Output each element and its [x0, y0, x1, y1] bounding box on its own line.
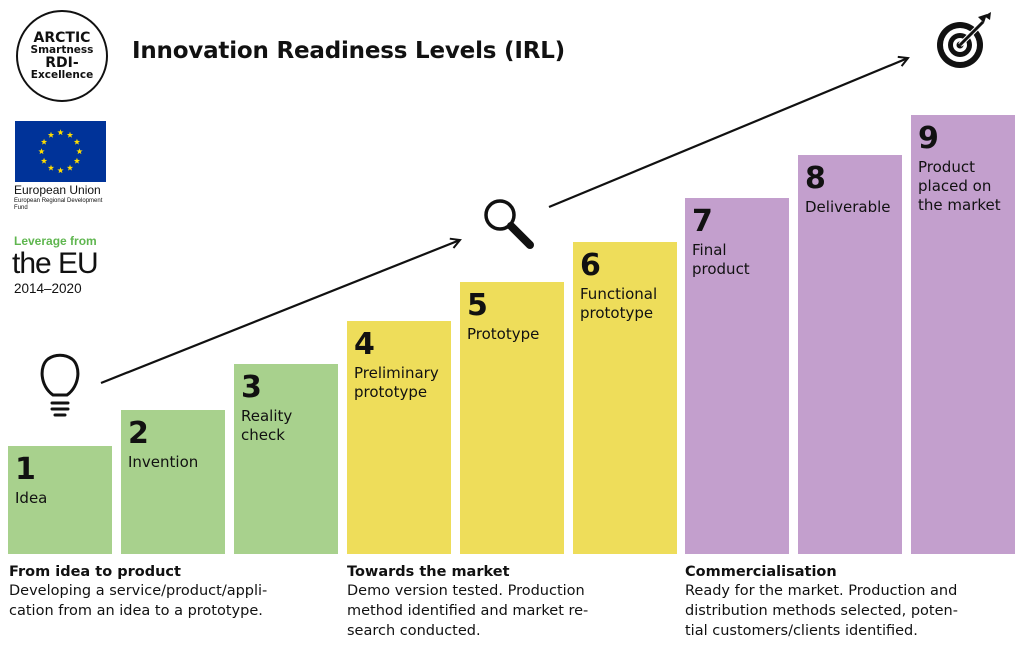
level-number: 6	[580, 248, 601, 283]
irl-level-4: 4 Preliminary prototype	[347, 321, 451, 554]
target-icon	[937, 12, 991, 68]
phase-towards-market: Towards the market Demo version tested. …	[347, 563, 647, 641]
phase-desc-line: distribution methods selected, poten-	[685, 603, 958, 619]
eu-star-icon	[66, 131, 74, 138]
logo-line: ARCTIC	[33, 30, 91, 47]
level-label: prototype	[580, 304, 654, 322]
irl-level-7: 7 Final product	[685, 198, 789, 554]
level-label: Prototype	[467, 325, 540, 343]
level-label: the market	[918, 196, 1001, 214]
eu-star-icon	[47, 164, 55, 171]
level-number: 7	[692, 204, 713, 239]
phase-title: Commercialisation	[685, 564, 837, 580]
eu-star-icon	[73, 138, 81, 145]
irl-level-8: 8 Deliverable	[798, 155, 902, 554]
eu-star-icon	[73, 157, 81, 164]
irl-level-1: 1 Idea	[8, 446, 112, 554]
eu-star-icon	[66, 164, 74, 171]
level-label: placed on	[918, 177, 992, 195]
phase-desc-line: Demo version tested. Production	[347, 583, 585, 599]
arctic-logo: ARCTIC Smartness RDI- Excellence	[16, 10, 108, 102]
page-title: Innovation Readiness Levels (IRL)	[132, 38, 565, 64]
eu-fund: European Regional Development Fund	[14, 198, 103, 211]
level-number: 1	[15, 452, 36, 487]
phase-commercialisation: Commercialisation Ready for the market. …	[685, 563, 985, 641]
irl-level-2: 2 Invention	[121, 410, 225, 554]
level-label: Reality	[241, 407, 293, 425]
logo-line: Excellence	[30, 69, 94, 82]
level-label: check	[241, 426, 285, 444]
arrow-stage-2	[548, 58, 908, 209]
eu-stars	[38, 129, 83, 174]
level-label: Invention	[128, 453, 199, 471]
eu-star-icon	[47, 131, 55, 138]
level-label: Functional	[580, 285, 658, 303]
eu-star-icon	[57, 167, 64, 174]
leverage-years: 2014–2020	[14, 281, 82, 296]
magnifier-icon	[484, 199, 534, 249]
irl-level-3: 3 Reality check	[234, 364, 338, 554]
leverage-label: Leverage from	[14, 234, 97, 248]
irl-level-6: 6 Functional prototype	[573, 242, 677, 554]
eu-star-icon	[40, 138, 48, 145]
phase-from-idea: From idea to product Developing a servic…	[9, 563, 309, 621]
level-label: Deliverable	[805, 198, 891, 216]
level-number: 2	[128, 416, 149, 451]
level-label: prototype	[354, 383, 428, 401]
eu-star-icon	[38, 148, 45, 155]
level-number: 5	[467, 288, 488, 323]
level-label: product	[692, 260, 750, 278]
level-number: 8	[805, 161, 826, 196]
level-label: Preliminary	[354, 364, 439, 382]
eu-flag-icon	[15, 121, 106, 182]
phase-desc-line: cation from an idea to a prototype.	[9, 603, 263, 619]
phase-desc-line: Ready for the market. Production and	[685, 583, 958, 599]
eu-name: European Union	[14, 183, 101, 197]
eu-star-icon	[76, 148, 83, 155]
lightbulb-icon	[40, 353, 80, 417]
logo-line: RDI-	[45, 55, 79, 71]
level-number: 9	[918, 121, 939, 156]
phase-desc-line: tial customers/clients identified.	[685, 623, 918, 639]
phase-title: From idea to product	[9, 564, 181, 580]
leverage-the-eu: the EU	[12, 247, 99, 280]
phase-desc-line: Developing a service/product/appli-	[9, 583, 268, 599]
phase-desc-line: method identified and market re-	[347, 603, 589, 619]
irl-level-5: 5 Prototype	[460, 282, 564, 554]
eu-star-icon	[40, 157, 48, 164]
level-label: Idea	[15, 489, 48, 507]
phase-desc-line: search conducted.	[347, 623, 481, 639]
level-number: 3	[241, 370, 262, 405]
phase-title: Towards the market	[347, 564, 510, 580]
level-number: 4	[354, 327, 375, 362]
logo-line: Smartness	[30, 44, 94, 57]
level-label: Product	[918, 158, 975, 176]
eu-star-icon	[57, 129, 64, 136]
arrow-stage-1	[100, 240, 460, 385]
irl-level-9: 9 Product placed on the market	[911, 115, 1015, 554]
level-label: Final	[692, 241, 727, 259]
